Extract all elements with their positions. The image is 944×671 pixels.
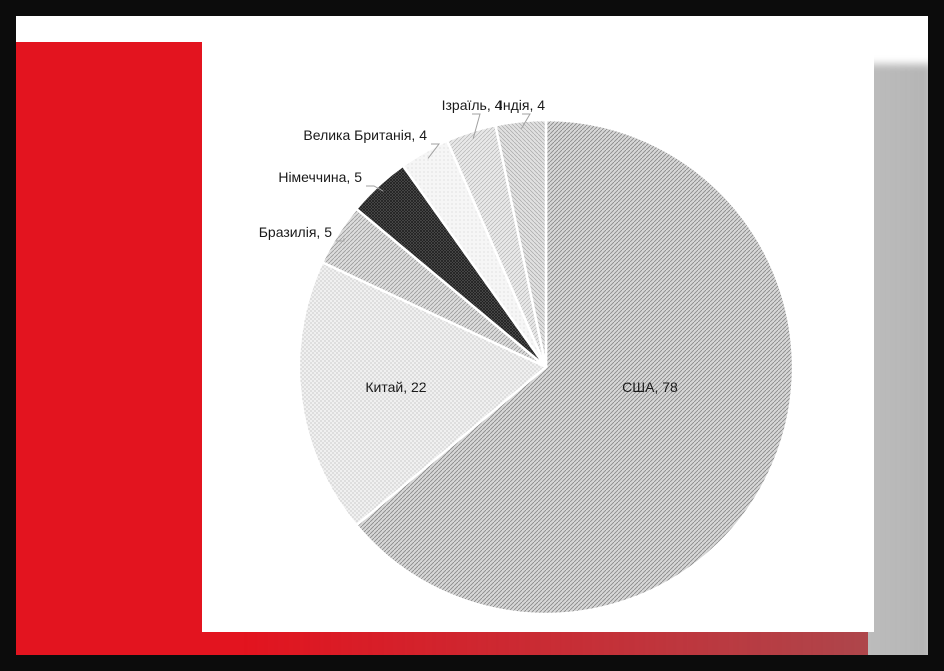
pie-slice-1 (354, 118, 795, 616)
pie-chart: США, 78 Китай, 22 Бразилія, 5 Німеччина, 5 В… (259, 97, 795, 616)
leader-line-4 (366, 185, 384, 192)
leader-line-6 (472, 113, 481, 139)
data-label-1: США, 78 (622, 379, 678, 395)
data-label-3: Бразилія, 5 (259, 224, 332, 240)
data-label-5: Велика Британія, 4 (303, 127, 427, 143)
data-label-2: Китай, 22 (365, 379, 426, 395)
leader-line-3 (336, 238, 345, 242)
data-label-7: Індія, 4 (499, 97, 545, 113)
chart-panel: США, 78 Китай, 22 Бразилія, 5 Німеччина, 5 В… (202, 42, 874, 632)
leader-line-5 (427, 143, 441, 159)
leader-line-7 (520, 113, 531, 129)
pie-slice-2 (297, 260, 549, 527)
pie-slice-7 (493, 118, 548, 368)
data-label-4: Німеччина, 5 (278, 169, 362, 185)
data-label-6: Ізраїль, 4 (442, 97, 503, 113)
